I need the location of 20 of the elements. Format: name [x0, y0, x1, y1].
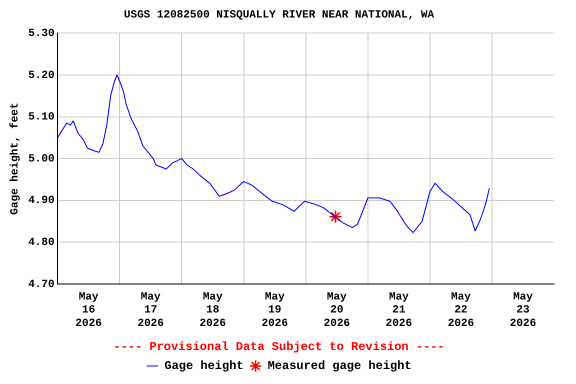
- x-tick-label: May 21 2026: [386, 291, 412, 330]
- text: ---- Provisional Data Subject to Revision ----: [113, 340, 445, 354]
- x-tick-label: May 20 2026: [324, 291, 350, 330]
- x-tick-label: May 22 2026: [448, 291, 474, 330]
- legend-label: Gage height: [164, 359, 244, 374]
- x-tick-label: May 17 2026: [137, 291, 164, 330]
- y-tick-label: 5.10: [28, 112, 55, 124]
- y-axis-title: Gage height, feet: [8, 102, 22, 215]
- legend-label: Measured gage height: [268, 359, 412, 374]
- x-tick-label: May 18 2026: [200, 291, 226, 330]
- y-tick-label: 5.30: [28, 28, 55, 40]
- y-tick-label: 5.00: [28, 153, 55, 166]
- chart-title: USGS 12082500 NISQUALLY RIVER NEAR NATIONAL, WA: [124, 9, 435, 22]
- x-tick-label: May 16 2026: [75, 291, 102, 330]
- y-tick-label: 4.80: [28, 236, 55, 249]
- y-tick-label: 5.20: [28, 70, 55, 82]
- y-tick-label: 4.90: [28, 195, 55, 208]
- x-tick-label: May 19 2026: [262, 291, 288, 330]
- y-tick-label: 4.70: [28, 278, 55, 291]
- x-tick-label: May 23 2026: [510, 291, 536, 330]
